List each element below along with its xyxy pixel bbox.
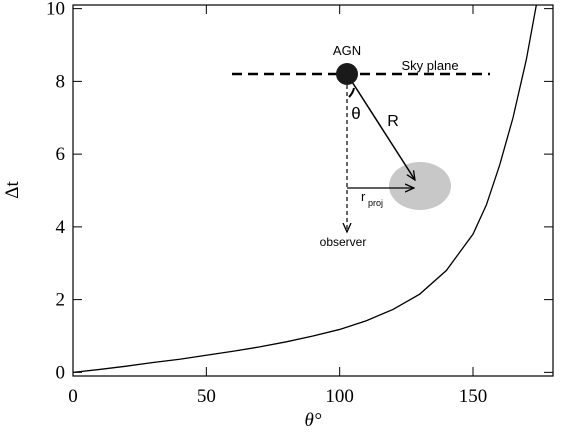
- y-axis-label: Δt: [2, 181, 23, 199]
- agn-label: AGN: [333, 43, 361, 58]
- y-tick-label: 10: [46, 0, 65, 20]
- x-axis-label: θ°: [305, 410, 322, 431]
- r-label: R: [387, 113, 399, 130]
- y-tick-label: 4: [56, 217, 66, 238]
- x-tick-label: 0: [68, 386, 78, 407]
- y-tick-label: 6: [56, 144, 66, 165]
- cloud: [389, 162, 451, 210]
- y-tick-label: 2: [56, 290, 66, 311]
- observer-label: observer: [320, 235, 367, 249]
- rproj-subscript: proj: [368, 198, 383, 208]
- plot-frame: [72, 4, 554, 377]
- r-arrow: [346, 73, 415, 180]
- data-line: [73, 5, 537, 374]
- rproj-label: r: [361, 189, 366, 204]
- agn: [336, 63, 358, 85]
- inset-diagram: AGN Sky plane θ R r proj observer: [232, 43, 490, 249]
- angle-arc: [348, 87, 355, 98]
- sky-plane-label: Sky plane: [401, 58, 458, 73]
- x-tick-label: 100: [325, 386, 354, 407]
- y-tick-label: 0: [56, 362, 66, 383]
- y-tick-label: 8: [56, 71, 66, 92]
- theta-label: θ: [351, 104, 360, 123]
- x-tick-label: 50: [197, 386, 216, 407]
- x-tick-label: 150: [459, 386, 488, 407]
